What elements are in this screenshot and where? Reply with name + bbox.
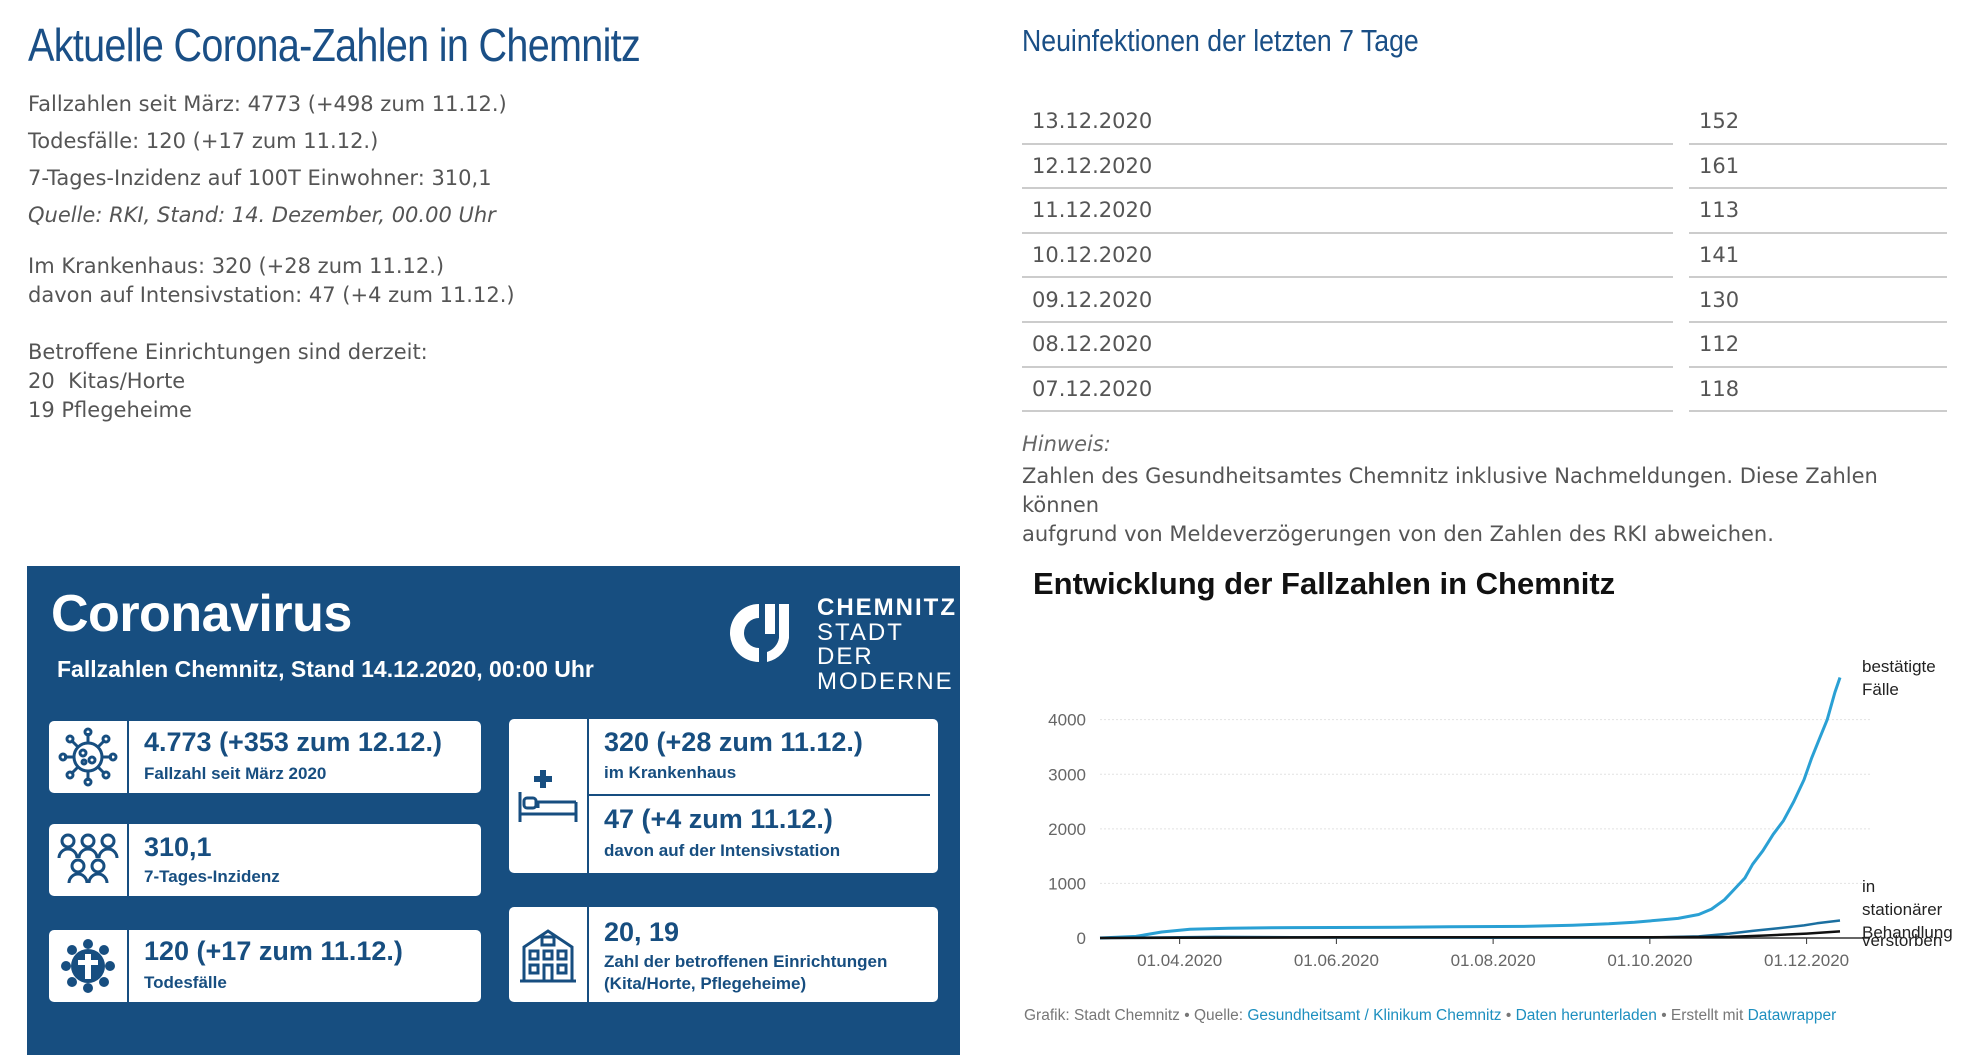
y-tick-label: 1000 (1048, 874, 1086, 893)
series-label: Fälle (1862, 680, 1899, 699)
table-row: 12.12.2020 161 (1022, 145, 1947, 190)
logo-line-2: STADT DER (817, 618, 904, 670)
y-tick-label: 3000 (1048, 765, 1086, 784)
row-date: 08.12.2020 (1022, 323, 1673, 368)
fact-incidence: 7-Tages-Inzidenz auf 100T Einwohner: 310… (28, 166, 492, 190)
table-row: 11.12.2020 113 (1022, 189, 1947, 234)
cases-value: 4.773 (+353 zum 12.12.) (144, 727, 442, 757)
hospital-value: 320 (+28 zum 11.12.) (604, 727, 863, 757)
deaths-value: 120 (+17 zum 11.12.) (144, 936, 403, 966)
logo-line-1: CHEMNITZ (817, 594, 957, 621)
facilities-kitas: 20 Kitas/Horte (28, 369, 186, 393)
fact-source: Quelle: RKI, Stand: 14. Dezember, 00.00 … (28, 203, 496, 227)
row-value: 161 (1689, 145, 1947, 190)
table-row: 09.12.2020 130 (1022, 278, 1947, 323)
row-date: 07.12.2020 (1022, 368, 1673, 413)
chart-title: Entwicklung der Fallzahlen in Chemnitz (1033, 566, 1616, 601)
row-value: 130 (1689, 278, 1947, 323)
x-tick-label: 01.10.2020 (1607, 951, 1692, 970)
cases-label: Fallzahl seit März 2020 (144, 764, 327, 783)
series-label: verstorben (1862, 931, 1942, 950)
x-tick-label: 01.04.2020 (1137, 951, 1222, 970)
people-group-icon (49, 824, 129, 896)
page-title: Aktuelle Corona-Zahlen in Chemnitz (28, 19, 641, 71)
incidence-value: 310,1 (144, 832, 212, 862)
hospital-bed-icon (509, 719, 589, 873)
x-tick-label: 01.08.2020 (1451, 951, 1536, 970)
cases-chart: 4000 3000 2000 1000 0 01.04.2020 01.06.2020 01.… (1020, 636, 1970, 976)
row-date: 11.12.2020 (1022, 189, 1673, 234)
new-infections-section: Neuinfektionen der letzten 7 Tage 13.12.… (1022, 20, 1947, 549)
incidence-label: 7-Tages-Inzidenz (144, 867, 280, 886)
facilities-value: 20, 19 (604, 917, 680, 947)
table-row: 08.12.2020 112 (1022, 323, 1947, 368)
chart-svg: 4000 3000 2000 1000 0 01.04.2020 01.06.2020 01.… (1048, 657, 1953, 970)
row-date: 10.12.2020 (1022, 234, 1673, 279)
chart-footer: Grafik: Stadt Chemnitz • Quelle: Gesundh… (1024, 1007, 1836, 1025)
building-icon (509, 907, 589, 1002)
hint-label: Hinweis: (1022, 432, 1111, 457)
icu-label: davon auf der Intensivstation (604, 841, 841, 860)
row-value: 118 (1689, 368, 1947, 413)
summary-section: Aktuelle Corona-Zahlen in Chemnitz Fallz… (28, 14, 958, 425)
card-divider (589, 794, 930, 796)
infographic-subtitle: Fallzahlen Chemnitz, Stand 14.12.2020, 0… (57, 656, 594, 682)
chemnitz-logo-icon (730, 604, 789, 662)
card-cases: 4.773 (+353 zum 12.12.) Fallzahl seit Mä… (49, 721, 481, 793)
table-row: 07.12.2020 118 (1022, 368, 1947, 413)
infographic-title: Coronavirus (51, 585, 352, 643)
table-row: 13.12.2020 152 (1022, 100, 1947, 145)
datawrapper-link[interactable]: Datawrapper (1747, 1007, 1837, 1024)
icu-line: davon auf Intensivstation: 47 (+4 zum 11… (28, 283, 515, 307)
row-value: 113 (1689, 189, 1947, 234)
facilities-label-1: Zahl der betroffenen Einrichtungen (604, 952, 888, 971)
hint-line-1: Zahlen des Gesundheitsamtes Chemnitz ink… (1022, 464, 1878, 518)
row-value: 141 (1689, 234, 1947, 279)
chemnitz-logo-text: CHEMNITZ STADT DER MODERNE (817, 594, 960, 695)
cross-icon (49, 930, 129, 1002)
footer-sep-1: • (1501, 1007, 1516, 1024)
card-hospital: 320 (+28 zum 11.12.) im Krankenhaus 47 (… (509, 719, 938, 873)
x-tick-label: 01.06.2020 (1294, 951, 1379, 970)
source-link[interactable]: Gesundheitsamt / Klinikum Chemnitz (1247, 1007, 1502, 1024)
card-incidence: 310,1 7-Tages-Inzidenz (49, 824, 481, 896)
fact-cases: Fallzahlen seit März: 4773 (+498 zum 11.… (28, 92, 507, 116)
icu-value: 47 (+4 zum 11.12.) (604, 804, 833, 834)
hint-line-2: aufgrund von Meldeverzögerungen von den … (1022, 522, 1774, 547)
series-label: Behandlung (1862, 923, 1953, 942)
series-line (1099, 930, 1841, 940)
table-title: Neuinfektionen der letzten 7 Tage (1022, 23, 1419, 58)
card-deaths: 120 (+17 zum 11.12.) Todesfälle (49, 930, 481, 1002)
series-label: bestätigte (1862, 657, 1936, 676)
y-tick-label: 2000 (1048, 820, 1086, 839)
series-label: stationärer (1862, 900, 1943, 919)
hospital-line: Im Krankenhaus: 320 (+28 zum 11.12.) (28, 254, 445, 278)
footer-sep-2: • Erstellt mit (1656, 1007, 1748, 1024)
facilities-pflegeheime: 19 Pflegeheime (28, 398, 192, 422)
row-date: 12.12.2020 (1022, 145, 1673, 190)
fact-deaths: Todesfälle: 120 (+17 zum 11.12.) (28, 129, 379, 153)
logo-line-3: MODERNE (817, 667, 954, 695)
hospital-label: im Krankenhaus (604, 763, 737, 782)
download-data-link[interactable]: Daten herunterladen (1515, 1007, 1657, 1024)
card-facilities: 20, 19 Zahl der betroffenen Einrichtunge… (509, 907, 938, 1002)
row-value: 112 (1689, 323, 1947, 368)
facilities-heading: Betroffene Einrichtungen sind derzeit: (28, 340, 428, 364)
row-value: 152 (1689, 100, 1947, 145)
row-date: 13.12.2020 (1022, 100, 1673, 145)
y-tick-label: 0 (1077, 929, 1086, 948)
virus-icon (49, 721, 129, 793)
series-line (1099, 677, 1842, 940)
y-tick-label: 4000 (1048, 711, 1086, 730)
x-tick-label: 01.12.2020 (1764, 951, 1849, 970)
deaths-label: Todesfälle (144, 973, 227, 992)
coronavirus-infographic: Coronavirus Fallzahlen Chemnitz, Stand 1… (27, 566, 960, 1055)
series-label: in (1862, 877, 1875, 896)
row-date: 09.12.2020 (1022, 278, 1673, 323)
new-infections-table: 13.12.2020 152 12.12.2020 161 11.12.2020 11… (1022, 100, 1947, 413)
footer-prefix: Grafik: Stadt Chemnitz • Quelle: (1024, 1007, 1248, 1024)
facilities-label-2: (Kita/Horte, Pflegeheime) (604, 974, 807, 993)
table-row: 10.12.2020 141 (1022, 234, 1947, 279)
